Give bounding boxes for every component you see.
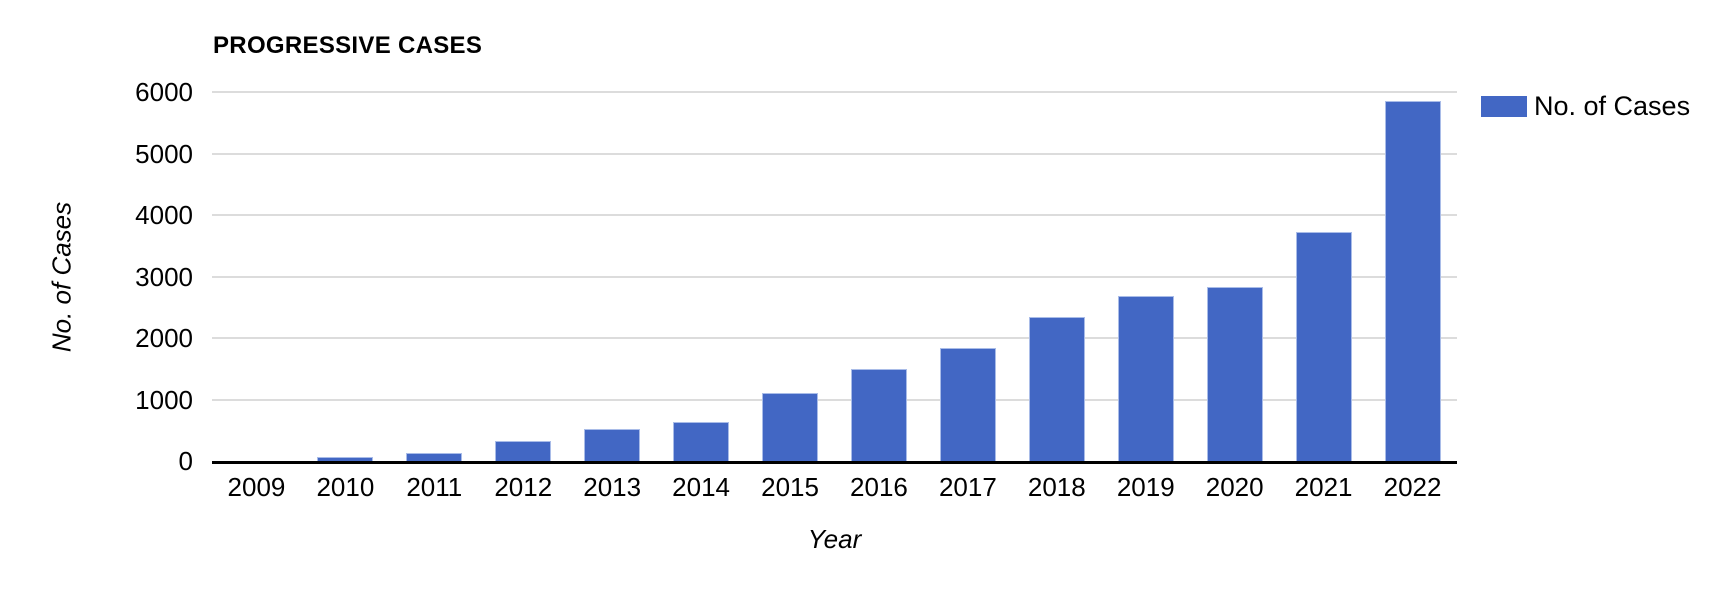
- gridline-5000: [212, 152, 1457, 155]
- y-tick-label-0: 0: [178, 446, 193, 476]
- bar-2021: [1296, 232, 1352, 461]
- gridline-4000: [212, 214, 1457, 216]
- x-tick-label-2009: 2009: [227, 472, 286, 502]
- gridline-6000: [212, 91, 1457, 93]
- bar-2013: [584, 429, 640, 461]
- bar-2020: [1207, 287, 1263, 461]
- x-tick-label-2021: 2021: [1294, 472, 1353, 502]
- legend-label: No. of Cases: [1534, 91, 1691, 121]
- bar-2018: [1029, 317, 1085, 461]
- x-tick-label-2018: 2018: [1027, 472, 1086, 502]
- gridline-2000: [212, 337, 1457, 339]
- bar-2010: [317, 457, 373, 461]
- bar-2015: [762, 393, 818, 461]
- bar-2019: [1118, 296, 1174, 461]
- x-tick-label-2012: 2012: [494, 472, 553, 502]
- x-tick-label-2019: 2019: [1116, 472, 1175, 502]
- x-axis-title: Year: [807, 524, 862, 554]
- legend: No. of Cases: [1481, 92, 1690, 120]
- legend-swatch: [1481, 95, 1527, 117]
- y-tick-label-5000: 5000: [135, 138, 193, 169]
- x-tick-label-2013: 2013: [583, 472, 642, 502]
- y-tick-label-6000: 6000: [135, 77, 193, 107]
- bar-2022: [1385, 101, 1441, 461]
- bar-2014: [673, 422, 729, 461]
- x-tick-label-2020: 2020: [1205, 472, 1264, 502]
- bar-2017: [940, 348, 996, 461]
- y-tick-label-1000: 1000: [135, 384, 193, 415]
- bar-2016: [851, 369, 907, 461]
- y-tick-label-3000: 3000: [135, 261, 193, 292]
- gridline-1000: [212, 398, 1457, 401]
- x-tick-label-2016: 2016: [850, 472, 908, 502]
- x-tick-label-2010: 2010: [316, 472, 375, 502]
- y-tick-label-2000: 2000: [135, 323, 193, 353]
- plot-area: [212, 91, 1457, 464]
- y-tick-label-4000: 4000: [135, 200, 193, 230]
- x-tick-label-2014: 2014: [672, 472, 731, 502]
- x-tick-label-2022: 2022: [1383, 472, 1442, 502]
- bar-2011: [406, 453, 462, 461]
- x-tick-label-2017: 2017: [938, 472, 997, 502]
- gridline-3000: [212, 275, 1457, 278]
- bar-2012: [495, 441, 551, 461]
- chart-title: PROGRESSIVE CASES: [213, 32, 483, 59]
- x-tick-label-2011: 2011: [406, 472, 463, 502]
- x-tick-label-2015: 2015: [761, 472, 819, 502]
